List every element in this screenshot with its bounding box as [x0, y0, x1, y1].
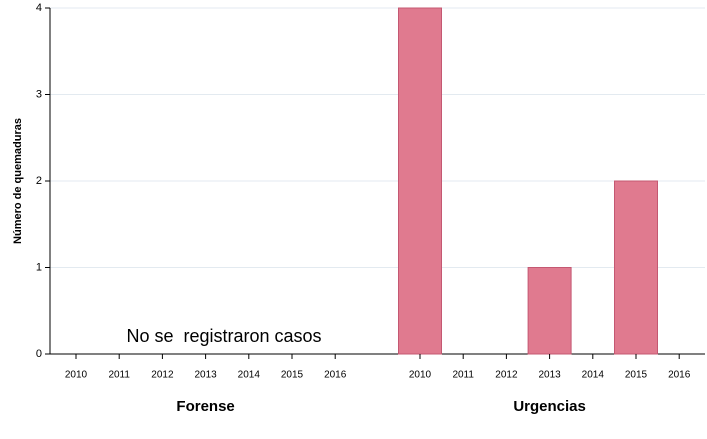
- annotation: No se registraron casos: [126, 326, 321, 346]
- y-tick-label: 4: [36, 2, 42, 14]
- y-tick-label: 3: [36, 88, 42, 100]
- x-tick-label: 2010: [65, 370, 88, 381]
- x-tick-label: 2013: [194, 370, 217, 381]
- x-tick-label: 2016: [668, 370, 691, 381]
- x-tick-label: 2016: [324, 370, 347, 381]
- x-tick-label: 2011: [108, 370, 130, 381]
- bar: [614, 180, 658, 355]
- x-tick-label: 2012: [495, 370, 518, 381]
- x-tick-label: 2014: [582, 370, 605, 381]
- group-label: Forense: [176, 398, 234, 415]
- x-tick-label: 2012: [151, 370, 174, 381]
- bar: [398, 7, 442, 355]
- x-tick-label: 2010: [409, 370, 432, 381]
- x-tick-label: 2011: [452, 370, 474, 381]
- y-axis-label: Número de quemaduras: [12, 118, 24, 244]
- y-tick-label: 2: [36, 175, 42, 187]
- x-tick-label: 2015: [281, 370, 304, 381]
- group-label: Urgencias: [513, 398, 586, 415]
- y-tick-label: 1: [36, 261, 42, 273]
- x-tick-label: 2015: [625, 370, 648, 381]
- x-tick-label: 2014: [238, 370, 261, 381]
- x-tick-label: 2013: [538, 370, 561, 381]
- bar: [527, 267, 572, 355]
- y-tick-label: 0: [36, 348, 42, 360]
